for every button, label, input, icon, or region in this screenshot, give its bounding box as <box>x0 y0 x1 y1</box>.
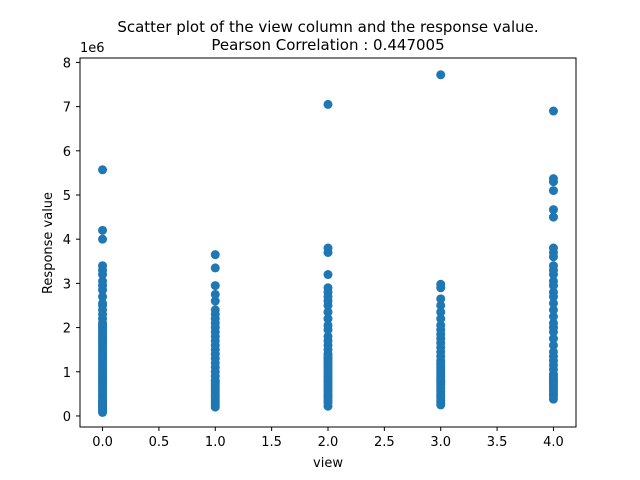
scatter-point <box>436 70 446 80</box>
y-tick-label: 4 <box>63 233 71 248</box>
scatter-point <box>436 314 446 324</box>
plot-frame <box>79 57 577 428</box>
scatter-point <box>98 165 108 175</box>
scatter-point <box>548 261 558 271</box>
scatter-point <box>323 351 333 361</box>
scatter-point <box>98 234 108 244</box>
x-tick-label: 1.5 <box>261 435 282 450</box>
scatter-point <box>436 294 446 304</box>
scatter-point <box>548 347 558 357</box>
scatter-point <box>548 243 558 253</box>
scatter-point <box>548 287 558 297</box>
scatter-point <box>323 320 333 330</box>
x-tick-label: 4.0 <box>543 435 564 450</box>
scatter-point <box>98 298 108 308</box>
chart-title-line-2: Pearson Correlation : 0.447005 <box>211 36 444 54</box>
y-tick-label: 2 <box>63 322 71 337</box>
scatter-point <box>98 292 108 302</box>
x-tick-label: 1.0 <box>205 435 226 450</box>
y-tick-label: 8 <box>63 56 71 71</box>
scatter-point <box>98 261 108 271</box>
scatter-point <box>548 186 558 196</box>
y-tick-label: 5 <box>63 189 71 204</box>
x-tick-label: 3.5 <box>487 435 508 450</box>
y-axis-label: Response value <box>41 192 56 294</box>
scatter-point <box>323 283 333 293</box>
scatter-point <box>436 300 446 310</box>
x-tick-label: 0.0 <box>92 435 113 450</box>
y-axis-ticks: 0 1 2 3 4 5 6 7 8 <box>63 56 80 425</box>
scatter-point <box>548 298 558 308</box>
scatter-point <box>210 263 220 273</box>
scatter-point <box>548 334 558 344</box>
scatter-point <box>436 358 446 368</box>
scatter-point <box>548 340 558 350</box>
chart-title-line-1: Scatter plot of the view column and the … <box>117 18 538 36</box>
scatter-point <box>98 276 108 286</box>
scatter-point <box>436 320 446 330</box>
x-axis-label: view <box>313 456 343 471</box>
data-points <box>98 70 558 417</box>
scatter-point <box>98 225 108 235</box>
scatter-point <box>548 276 558 286</box>
scatter-point <box>548 312 558 322</box>
y-axis-offset-label: 1e6 <box>80 41 105 56</box>
scatter-point <box>548 318 558 328</box>
scatter-point <box>98 396 108 406</box>
x-tick-label: 3.0 <box>430 435 451 450</box>
y-tick-label: 1 <box>63 366 71 381</box>
scatter-point <box>210 305 220 315</box>
scatter-point <box>323 307 333 317</box>
scatter-point <box>548 106 558 116</box>
scatter-point <box>323 270 333 280</box>
scatter-point <box>210 378 220 388</box>
x-tick-label: 0.5 <box>149 435 170 450</box>
scatter-point <box>436 307 446 317</box>
scatter-point <box>548 305 558 315</box>
scatter-point <box>548 205 558 215</box>
scatter-point <box>210 250 220 260</box>
scatter-point <box>548 174 558 184</box>
x-axis-ticks: 0.0 0.5 1.0 1.5 2.0 2.5 3.0 3.5 4.0 <box>92 427 564 450</box>
y-tick-label: 6 <box>63 145 71 160</box>
scatter-point <box>210 289 220 299</box>
scatter-point <box>210 296 220 306</box>
scatter-point <box>210 281 220 291</box>
scatter-point <box>548 212 558 222</box>
x-tick-label: 2.0 <box>318 435 339 450</box>
scatter-point <box>548 371 558 381</box>
scatter-point <box>436 279 446 289</box>
scatter-point <box>323 99 333 109</box>
y-tick-label: 3 <box>63 277 71 292</box>
scatter-point <box>323 243 333 253</box>
scatter-point <box>323 314 333 324</box>
scatter-point <box>323 331 333 341</box>
x-tick-label: 2.5 <box>374 435 395 450</box>
y-tick-label: 7 <box>63 101 71 116</box>
y-tick-label: 0 <box>63 410 71 425</box>
